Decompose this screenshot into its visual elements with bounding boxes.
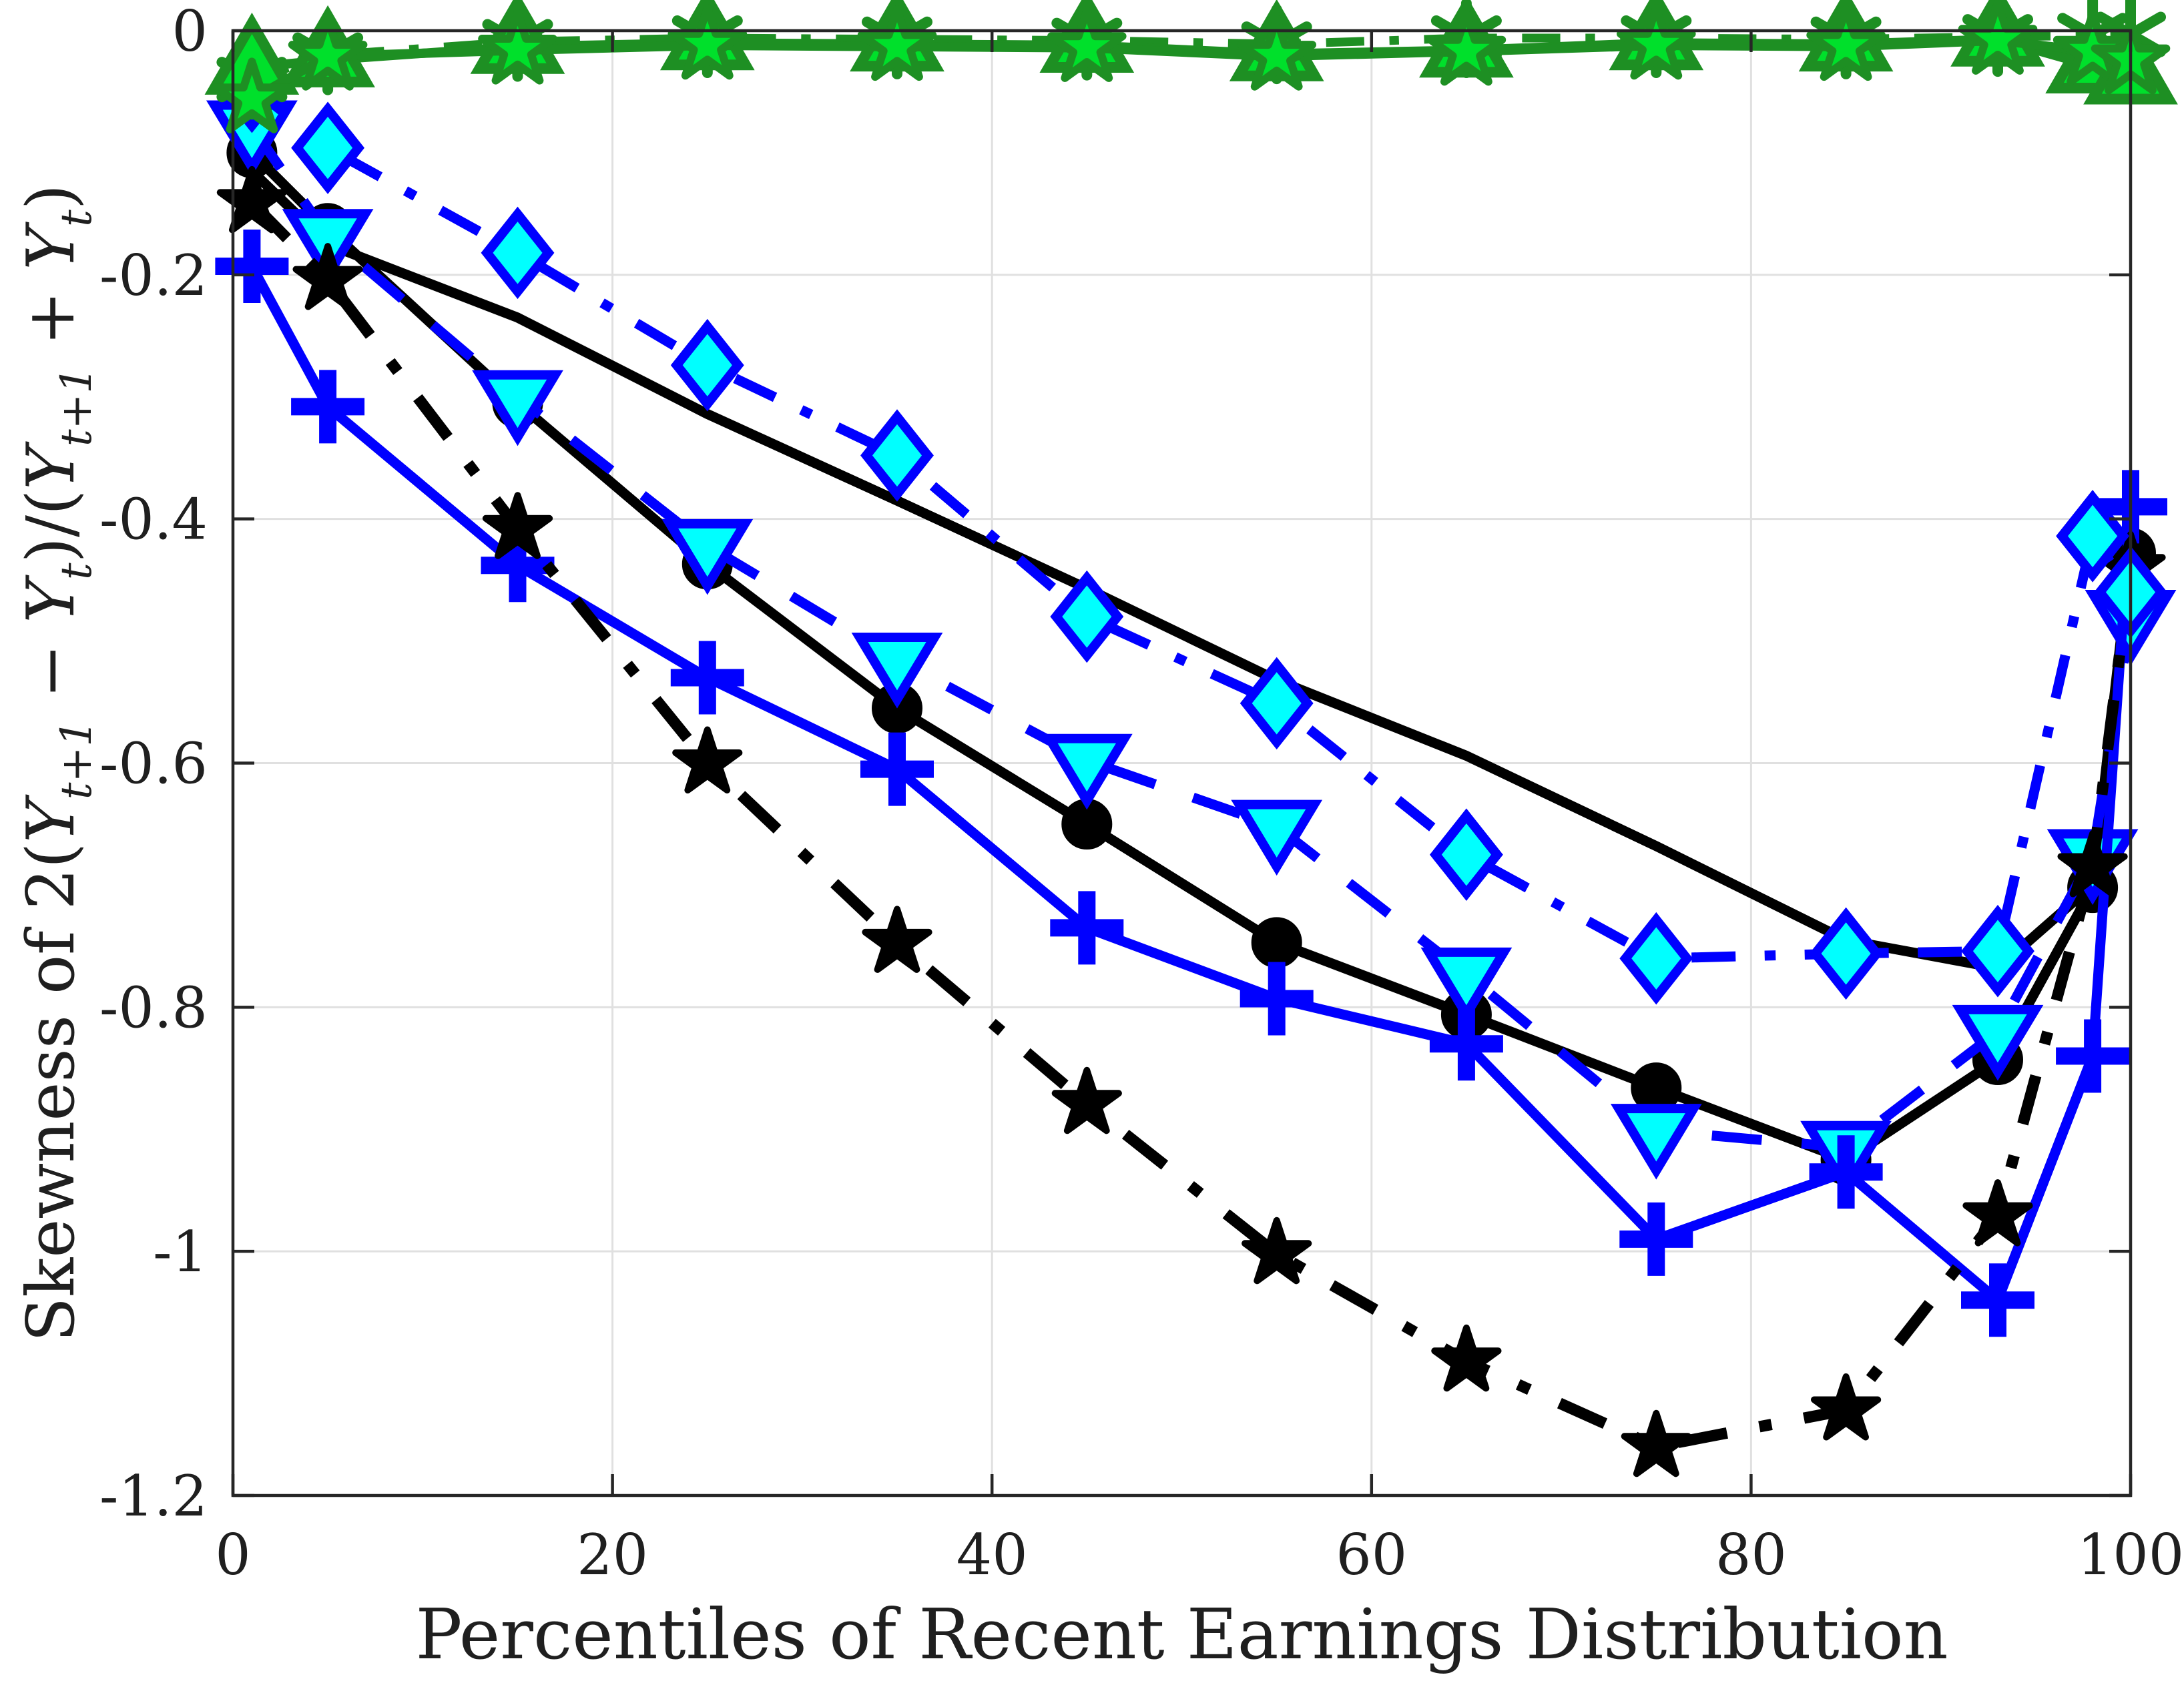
black-star-marker [1242,1217,1312,1285]
blue-diamond-marker [1050,570,1124,663]
blue-plus-marker [1050,891,1124,965]
blue-diamond-marker [670,318,744,412]
black-star-marker [1962,1179,2033,1247]
black-star-marker [1051,1066,1122,1134]
blue-plus-marker [1240,962,1314,1036]
blue-diamond-marker [2056,490,2130,583]
ylabel-text: Y [13,441,89,490]
x-axis-label: Percentiles of Recent Earnings Distribut… [415,1594,1948,1675]
green-star-marker [667,4,748,80]
x-tick-label-100: 100 [2077,1522,2184,1588]
green-star-marker [288,15,368,91]
y-tick-label--0.8: -0.8 [99,975,208,1040]
ylabel-text: Y [13,794,89,843]
green-star-marker [857,5,937,81]
ylabel-text: Y [13,575,89,623]
black-star-marker [292,243,363,310]
blue-triangle-down-marker [1420,947,1513,1024]
y-tick-label--0.4: -0.4 [99,487,208,553]
y-tick-label--1: -1 [153,1219,208,1285]
blue-diamond-marker [1240,657,1314,750]
blue-plus-marker [1619,1202,1693,1276]
ylabel-subscript: t [52,210,101,227]
y-tick-label-0: 0 [172,0,208,64]
blue-plus-marker [291,370,365,444]
ylabel-subscript: t [52,563,101,580]
blue-plus-marker [670,641,744,715]
black-circle-marker [1251,917,1302,968]
black-circle-marker [1631,1062,1682,1114]
black-star-marker [1621,1409,1691,1477]
blue-triangle-down-marker [1231,799,1323,876]
blue-diamond-marker [291,101,365,194]
tick-labels: 0 20 40 60 80 100 0 -0.2 -0.4 -0.6 -0.8 -1 -1.2 [99,0,2184,1588]
ylabel-text: + [13,270,89,366]
green-star-marker [1426,10,1507,86]
blue-diamond-marker [860,409,934,502]
y-tick-label--1.2: -1.2 [99,1463,208,1529]
black-star-marker [2057,830,2128,898]
black-star-marker [482,492,553,559]
ylabel-subscript: t+1 [52,366,101,446]
blue-diamond-marker [1619,912,1693,1005]
black-star-marker [862,906,932,973]
blue-diamond-marker [1809,907,1883,1000]
ylabel-text: Skewness of 2( [13,843,89,1342]
green-star-marker [1958,0,2038,75]
ylabel-text: Y [13,222,89,270]
black-star-marker [216,165,287,234]
green-star-marker [1806,5,1886,81]
axes [231,29,2133,1497]
ylabel-subscript: t+1 [52,719,101,799]
green-star-marker [478,9,557,85]
y-tick-label--0.6: -0.6 [99,731,208,797]
blue-triangle-down-marker [472,370,563,446]
x-tick-label-80: 80 [1715,1522,1787,1588]
blue-triangle-down-marker [1952,1004,2044,1081]
blue-plus-marker [1961,1263,2034,1337]
y-axis-label: Skewness of 2(Yt+1 − Yt)/(Yt+1 + Yt) [13,184,101,1342]
blue-triangle-down-marker [1041,733,1133,810]
blue-diamond-marker [1429,808,1503,901]
green-star-marker [212,57,292,133]
blue-triangle-down-marker [851,633,943,709]
blue-triangle-down-marker [1610,1104,1702,1180]
black-star-marker [672,726,743,793]
green-star-marker [1237,15,1316,91]
blue-plus-marker [215,230,289,303]
blue-plus-marker [1809,1135,1883,1209]
series-layer [204,0,2178,1477]
ylabel-text: )/( [13,490,89,563]
green-star-marker [1617,4,1696,80]
ylabel-text: ) [13,184,89,210]
ylabel-text: − [13,623,89,719]
series-line-black-circle [248,149,2136,1165]
blue-diamond-marker [1961,904,2034,998]
x-tick-label-20: 20 [577,1522,648,1588]
x-tick-label-0: 0 [215,1522,250,1588]
blue-plus-marker [860,732,934,806]
y-tick-label--0.2: -0.2 [99,243,208,308]
blue-plus-marker [1429,1007,1503,1081]
x-tick-label-40: 40 [957,1522,1028,1588]
black-star-marker [1811,1373,1882,1441]
green-star-marker [1047,6,1127,82]
blue-diamond-marker [481,206,555,300]
blue-triangle-down-marker [661,519,754,595]
series-black-star [216,165,2166,1477]
x-tick-label-60: 60 [1336,1522,1407,1588]
blue-plus-marker [2056,1019,2130,1093]
black-star-marker [1431,1324,1502,1392]
